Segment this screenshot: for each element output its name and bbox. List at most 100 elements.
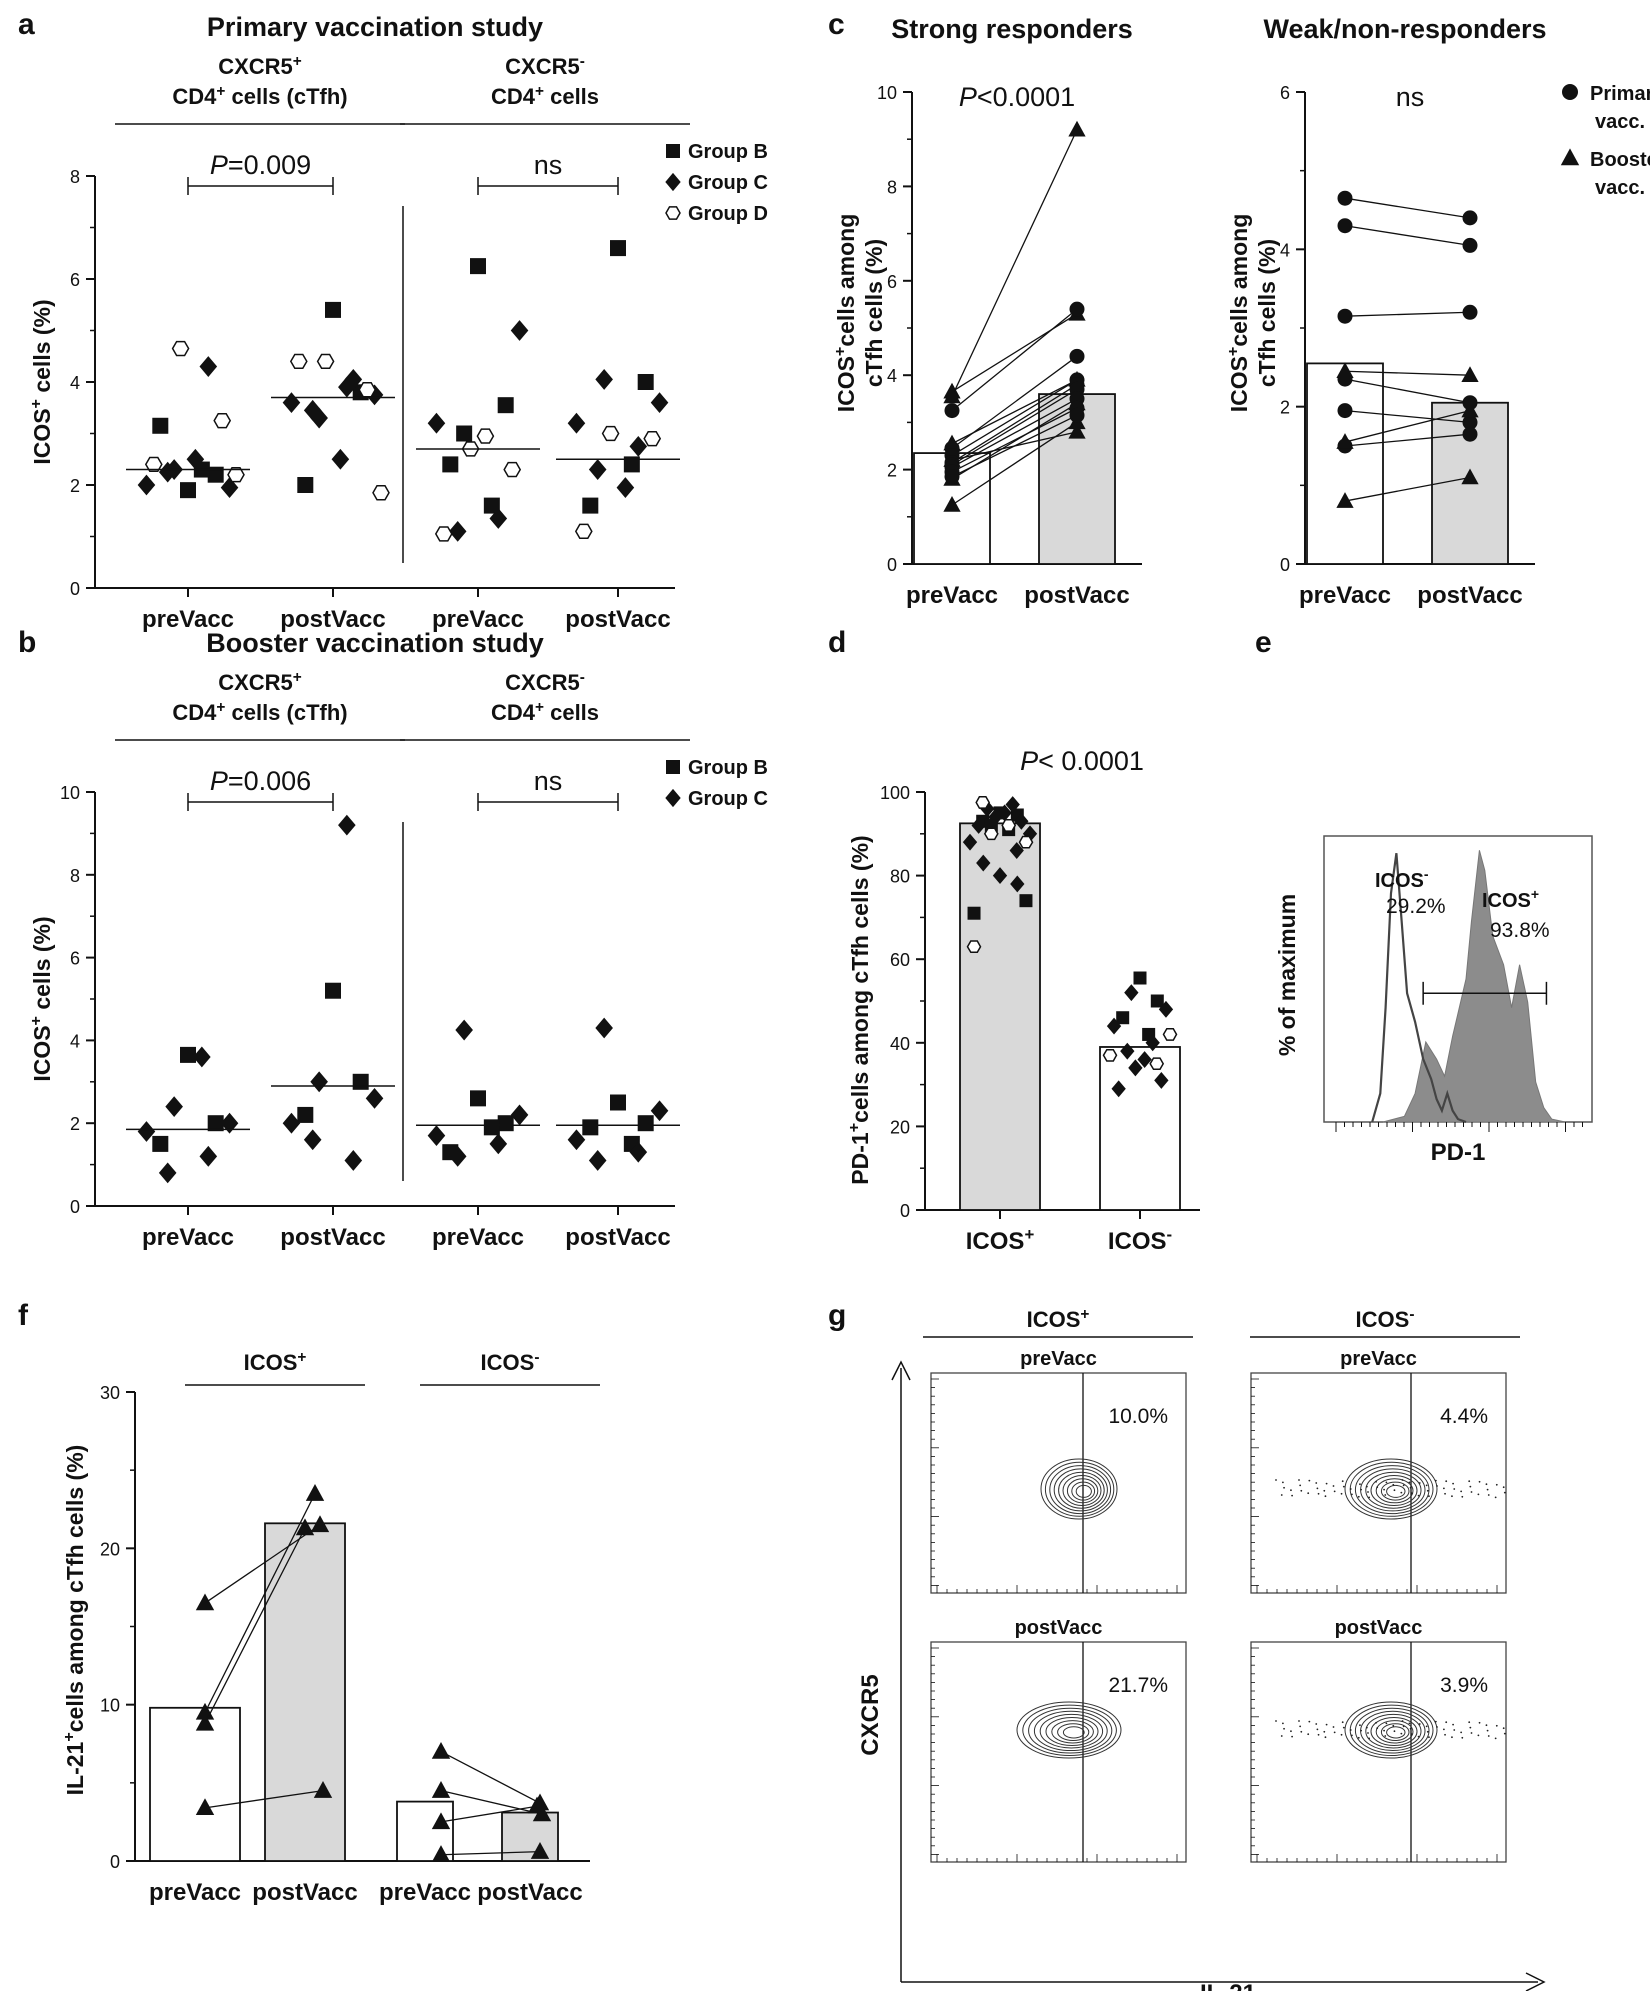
panel-g-event-dot (1392, 1724, 1395, 1727)
panel-g-event-dot (1460, 1490, 1463, 1493)
panel-g-event-dot (1324, 1736, 1327, 1739)
panel-a-point (303, 399, 322, 421)
panel-c-right-pair-line (1344, 225, 1471, 247)
panel-a-point (358, 382, 377, 398)
panel-g-event-dot (1486, 1488, 1489, 1491)
panel-f-y-label-part: cells among cTfh cells (%) (62, 1445, 88, 1733)
panel-c-right-y-label-part: cells among (1226, 214, 1252, 347)
panel-a-point (456, 425, 473, 442)
panel-b-point (582, 1119, 599, 1136)
panel-f-pair-line (440, 1850, 541, 1856)
panel-b-point (352, 1073, 369, 1090)
panel-a-group-header-part: CXCR5 (505, 54, 580, 79)
panel-d-point (1102, 1048, 1118, 1062)
panel-g-percentage: 10.0% (1108, 1405, 1168, 1428)
panel-g-event-dot (1299, 1484, 1302, 1487)
panel-g-event-dot (1485, 1483, 1488, 1486)
panel-a-point (588, 459, 607, 480)
panel-b-point (152, 1135, 169, 1152)
panel-g-plot-frame (1250, 1641, 1507, 1863)
panel-g-event-dot (1360, 1488, 1362, 1491)
panel-g-event-dot (1383, 1488, 1385, 1491)
panel-a-group-header: CD4+ cells (cTfh) (172, 83, 347, 110)
panel-d-point (1001, 819, 1017, 832)
panel-d-y-label-part: cells among cTfh cells (%) (847, 835, 873, 1123)
panel-f-y-label-part: + (60, 1732, 78, 1741)
panel-f-pair-line (204, 1527, 306, 1724)
panel-g-event-dot (1359, 1483, 1361, 1486)
panel-e-icos-pos-histogram (1382, 850, 1566, 1123)
panel-g-event-dot (1425, 1725, 1428, 1728)
panel-b-y-axis-tick-label: 6 (70, 949, 80, 969)
panel-c-left-pair-line (951, 407, 1078, 473)
panel-a-group-header-part: + (216, 83, 225, 100)
panel-g-contour (1344, 1701, 1438, 1759)
panel-f-group-header-part: ICOS (244, 1350, 298, 1375)
panel-c-right-pair-line (1344, 197, 1471, 219)
panel-g-contour (1044, 1461, 1115, 1517)
panel-c-right-y-axis-tick-label: 6 (1280, 83, 1290, 103)
panel-c-left-pair-line (951, 414, 1078, 478)
panel-g-x-arrowhead (1525, 1972, 1546, 1991)
panel-g-event-dot (1365, 1726, 1368, 1729)
panel-c-left-y-axis-tick-label: 6 (887, 272, 897, 292)
panel-g-event-dot (1400, 1732, 1403, 1735)
panel-a-point (629, 435, 648, 457)
panel-b-p-value-part: =0.006 (228, 766, 311, 796)
panel-c-right-y-axis-tick-label: 0 (1280, 555, 1290, 575)
panel-c-right-x-tick-label: preVacc (1299, 582, 1391, 609)
panel-g-event-dot (1299, 1725, 1302, 1728)
panel-g-event-dot (1308, 1720, 1311, 1723)
panel-b-point (338, 814, 356, 836)
panel-f-point (431, 1845, 451, 1862)
panel-b-y-label-part: + (27, 1016, 45, 1025)
panel-c-right-y-label-part: ICOS (1226, 356, 1252, 412)
panel-b-point (207, 1115, 224, 1132)
panel-g-event-dot (1368, 1496, 1371, 1499)
panel-d-p-value: P< 0.0001 (1020, 746, 1144, 776)
panel-c-left-point (1069, 348, 1085, 364)
panel-g-event-dot (1351, 1493, 1353, 1496)
panel-g-event-dot (1451, 1495, 1453, 1498)
panel-c-right-y-label-line2: cTfh cells (%) (1254, 239, 1280, 387)
panel-g-event-dot (1290, 1489, 1292, 1492)
panel-a-point (282, 392, 301, 413)
panel-a-y-label-part: + (27, 399, 45, 408)
panel-a-point (650, 392, 669, 413)
panel-b-group-header-part: cells (544, 700, 599, 725)
panel-label-a: a (18, 8, 35, 41)
panel-label-g: g (828, 1299, 846, 1332)
panel-f-y-axis-tick-label: 0 (110, 1852, 120, 1872)
panel-g-event-dot (1402, 1725, 1405, 1728)
panel-g-event-dot (1401, 1479, 1404, 1481)
panel-d-bar (959, 822, 1041, 1211)
panel-g-contour (1370, 1717, 1418, 1746)
panel-g-event-dot (1460, 1731, 1463, 1734)
panel-c-right-point (1336, 433, 1354, 449)
panel-a-point (144, 456, 163, 473)
panel-a-y-axis: 0 2 4 6 8 (70, 167, 96, 599)
panel-d-y-axis-tick-label: 40 (890, 1034, 910, 1054)
panel-c-right-point (1462, 426, 1478, 442)
panel-g-event-dot (1469, 1485, 1472, 1488)
panel-a-point (595, 369, 613, 390)
panel-b-point (137, 1121, 156, 1142)
panel-g-event-dot (1341, 1721, 1344, 1724)
panel-b-point (629, 1141, 648, 1163)
panel-d-point (1162, 1028, 1178, 1041)
panel-a-x-tick-label: preVacc (142, 606, 234, 633)
panel-b-point (282, 1112, 301, 1134)
panel-a-point (582, 497, 599, 514)
panel-e-label-icos-neg-part: - (1424, 866, 1429, 882)
panel-d-point (992, 867, 1008, 885)
panel-b-p-value: P=0.006 (210, 766, 311, 796)
panel-g-event-dot (1434, 1720, 1437, 1723)
panel-c-left-p-value-part: <0.0001 (977, 82, 1075, 112)
panel-f-y-axis-tick-label: 30 (100, 1383, 120, 1403)
panel-g-event-dot (1468, 1480, 1471, 1483)
panel-f-pair-line (204, 1790, 324, 1809)
panel-g-event-dot (1365, 1485, 1368, 1488)
panel-b-y-axis: 0 2 4 6 8 10 (60, 783, 96, 1217)
